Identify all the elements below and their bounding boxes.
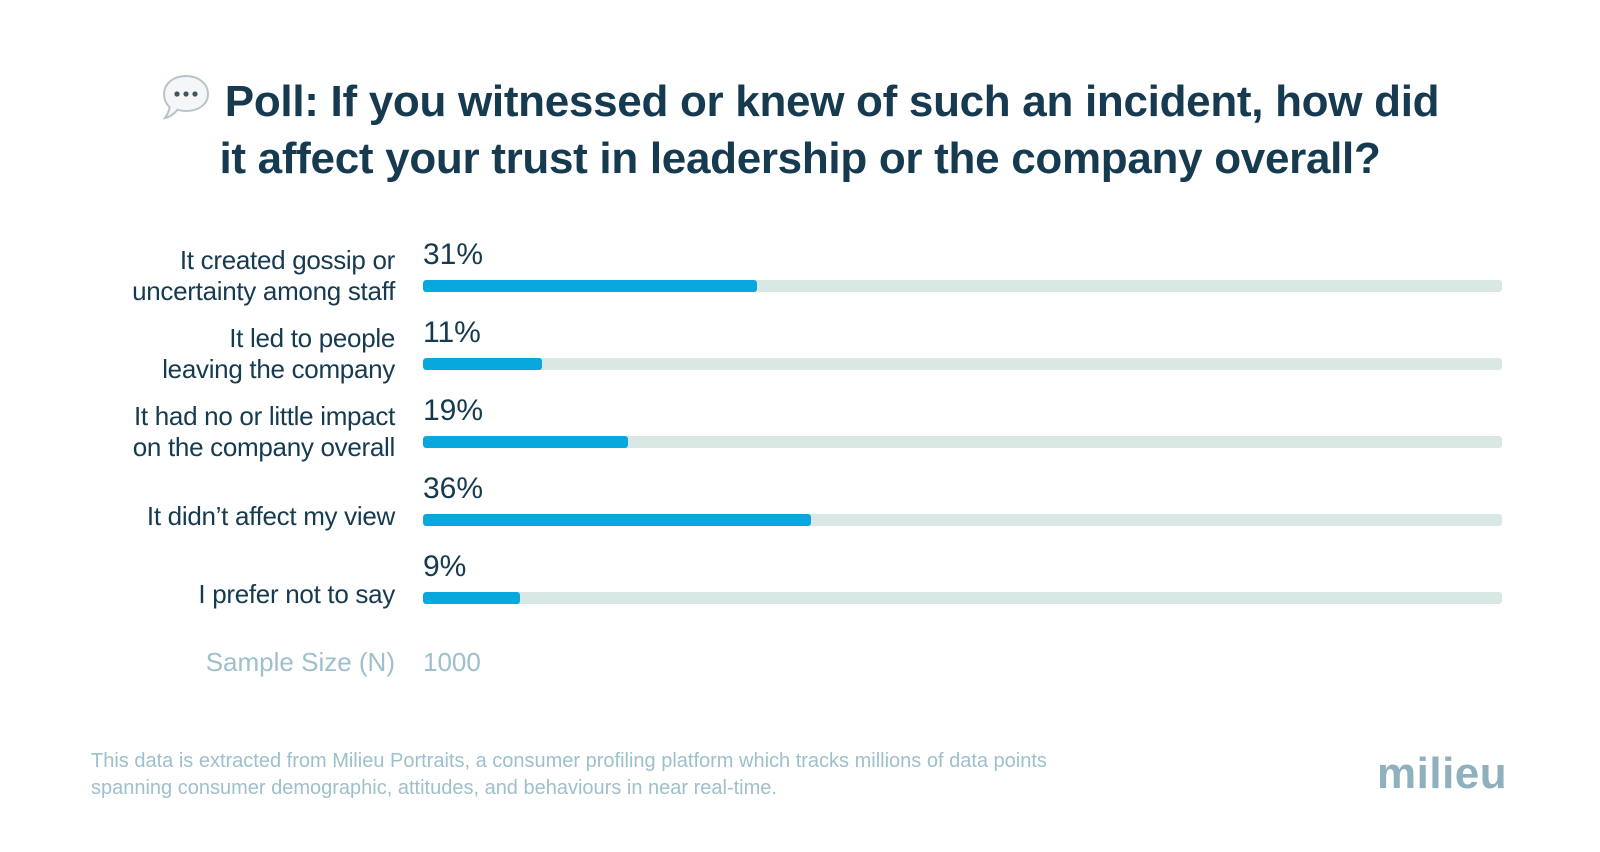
sample-size-label: Sample Size (N) bbox=[205, 647, 395, 677]
bar bbox=[423, 436, 628, 448]
data-label: 31% bbox=[423, 238, 484, 271]
chart-title-text-1: Poll: If you witnessed or knew of such a… bbox=[224, 77, 1440, 126]
milieu-logo: milieu bbox=[1377, 749, 1508, 798]
bar-track bbox=[423, 514, 1502, 526]
bar-track bbox=[423, 592, 1502, 604]
bar bbox=[423, 514, 812, 526]
data-label: 9% bbox=[423, 550, 467, 583]
chart-title: Poll: If you witnessed or knew of such a… bbox=[0, 72, 1600, 187]
footnote-line-1: This data is extracted from Milieu Portr… bbox=[91, 750, 1047, 772]
speech-bubble-icon bbox=[161, 72, 211, 122]
category-label-line: It had no or little impact bbox=[134, 401, 395, 431]
bar bbox=[423, 358, 542, 370]
footnote: This data is extracted from Milieu Portr… bbox=[91, 748, 1211, 802]
category-label: It led to people leaving the company bbox=[65, 323, 395, 385]
bar-track bbox=[423, 280, 1502, 292]
bar-track bbox=[423, 358, 1502, 370]
category-label-line: leaving the company bbox=[162, 354, 395, 384]
bar-track bbox=[423, 436, 1502, 448]
category-label: I prefer not to say bbox=[65, 579, 395, 610]
chart-title-line-2: it affect your trust in leadership or th… bbox=[219, 134, 1381, 183]
category-label: It created gossip or uncertainty among st… bbox=[65, 245, 395, 307]
data-label: 11% bbox=[423, 316, 481, 349]
category-label: It had no or little impact on the company… bbox=[65, 401, 396, 463]
category-label-line: It led to people bbox=[229, 323, 395, 353]
category-label-line: It didn’t affect my view bbox=[146, 500, 395, 531]
bar bbox=[423, 592, 521, 604]
category-label: It didn’t affect my view bbox=[65, 501, 395, 532]
category-label-line: uncertainty among staff bbox=[132, 276, 395, 306]
category-label-line: on the company overall bbox=[132, 432, 396, 462]
bar bbox=[423, 280, 758, 292]
category-label-line: I prefer not to say bbox=[198, 578, 395, 609]
sample-size-value: 1000 bbox=[423, 647, 481, 677]
category-label-line: It created gossip or bbox=[179, 245, 395, 275]
data-label: 19% bbox=[423, 394, 484, 427]
footnote-line-2: spanning consumer demographic, attitudes… bbox=[91, 777, 777, 799]
data-label: 36% bbox=[423, 472, 484, 505]
chart-title-line-1: Poll: If you witnessed or knew of such a… bbox=[0, 72, 1600, 130]
